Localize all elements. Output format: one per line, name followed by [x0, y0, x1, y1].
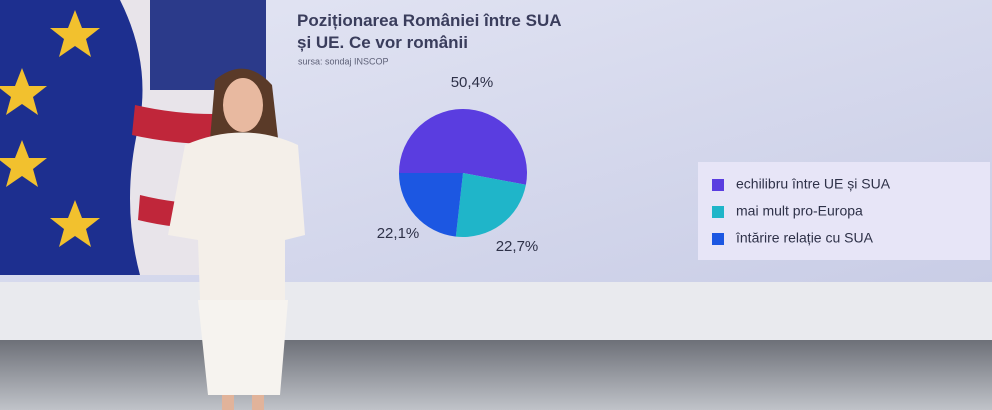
legend-swatch	[712, 206, 724, 218]
value-label: 22,7%	[496, 238, 539, 255]
value-label: 22,1%	[377, 225, 420, 242]
screen-base	[0, 282, 992, 340]
floor	[0, 340, 992, 410]
chart-title: Poziționarea României între SUA și UE. C…	[297, 11, 561, 52]
pie-slice	[398, 109, 527, 185]
legend-label: întărire relație cu SUA	[735, 230, 874, 246]
legend-swatch	[712, 233, 724, 245]
legend-box	[698, 162, 990, 260]
value-label: 50,4%	[451, 74, 494, 91]
legend-label: mai mult pro-Europa	[736, 203, 863, 219]
legend-label: echilibru între UE și SUA	[736, 176, 891, 192]
legend-swatch	[712, 179, 724, 191]
pie-slice	[399, 173, 463, 237]
pie-slice	[455, 173, 526, 237]
chart-subtitle: sursa: sondaj INSCOP	[298, 56, 389, 66]
presenter	[168, 68, 305, 410]
eu-stars	[0, 10, 100, 247]
title-box: Poziționarea României între SUA și UE. C…	[297, 11, 561, 52]
